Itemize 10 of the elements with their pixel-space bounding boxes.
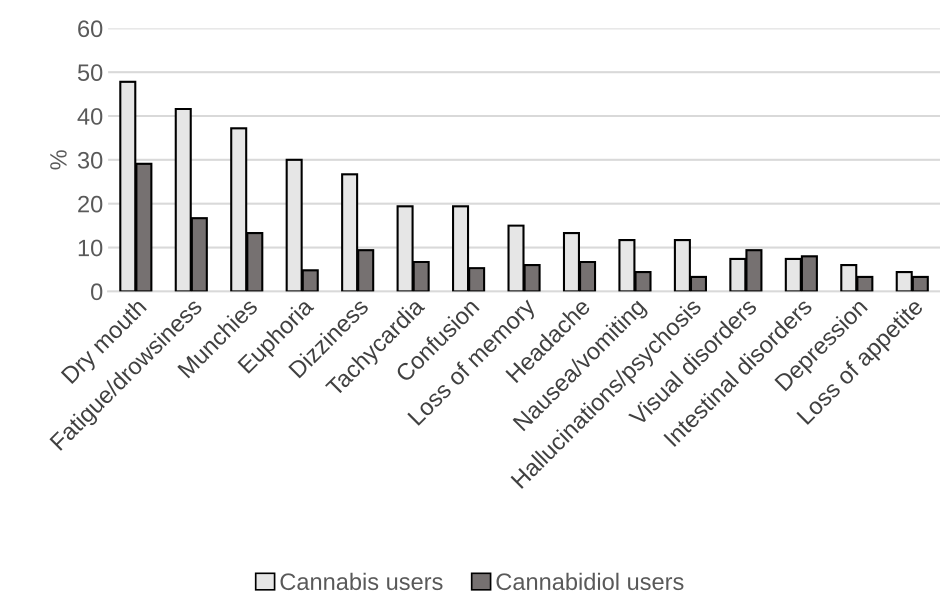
y-tick-label: 60 <box>78 20 102 38</box>
y-tick-label: 0 <box>91 283 102 300</box>
y-axis-title: % <box>50 150 67 170</box>
y-tick-label: 40 <box>78 108 102 125</box>
y-tick-label: 50 <box>78 64 102 81</box>
y-tick-label: 30 <box>78 152 102 169</box>
y-tick-label: 10 <box>78 240 102 256</box>
legend-label: Cannabis users <box>280 572 443 590</box>
y-tick-label: 20 <box>78 196 102 212</box>
legend-label: Cannabidiol users <box>496 572 684 590</box>
